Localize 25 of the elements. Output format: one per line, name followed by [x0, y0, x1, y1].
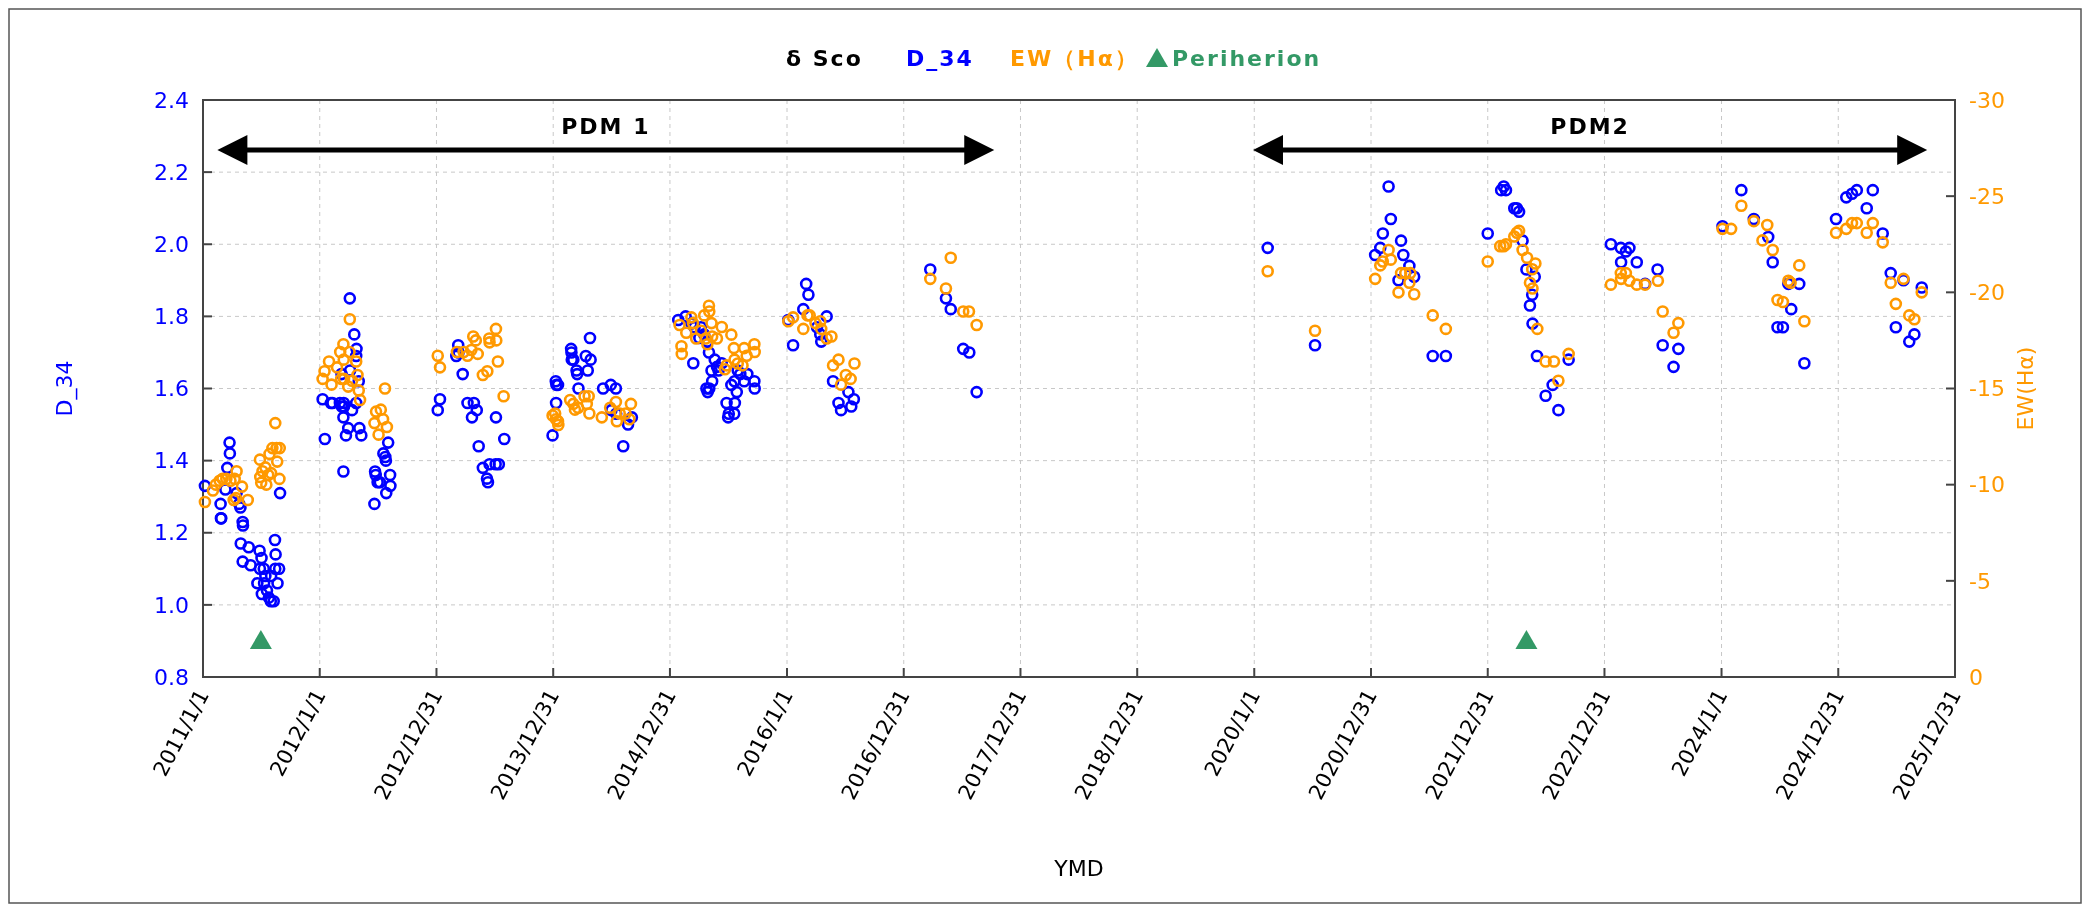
y2-tick-label: -10	[1969, 472, 2005, 498]
legend-title: δ Sco	[786, 46, 863, 71]
annotation: PDM 1	[561, 114, 651, 139]
text: EW（Hα）	[1010, 46, 1139, 71]
y2-tick-label: -30	[1969, 87, 2005, 113]
x-axis-title: YMD	[1053, 856, 1104, 881]
y2-tick-label: -5	[1969, 568, 1991, 594]
y2-axis-title: EW(Hα)	[2013, 346, 2038, 431]
y-tick-label: 1.8	[154, 304, 189, 330]
y2-tick-label: -15	[1969, 376, 2005, 402]
legend-label: Periherion	[1172, 46, 1322, 71]
y-tick-label: 1.0	[154, 592, 189, 618]
y-tick-label: 1.2	[154, 520, 189, 546]
y-tick-label: 1.6	[154, 376, 189, 402]
y2-tick-label: -25	[1969, 183, 2005, 209]
y2-tick-label: 0	[1969, 664, 1983, 690]
y-tick-label: 2.2	[154, 159, 189, 185]
y-tick-label: 1.4	[154, 448, 189, 474]
y-axis-title: D_34	[52, 360, 78, 417]
text: D_34	[906, 46, 974, 71]
y-tick-label: 2.4	[154, 87, 189, 113]
y-tick-label: 0.8	[154, 664, 189, 690]
y2-tick-label: -20	[1969, 280, 2005, 306]
y-tick-label: 2.0	[154, 231, 189, 257]
annotation: PDM2	[1550, 114, 1630, 139]
